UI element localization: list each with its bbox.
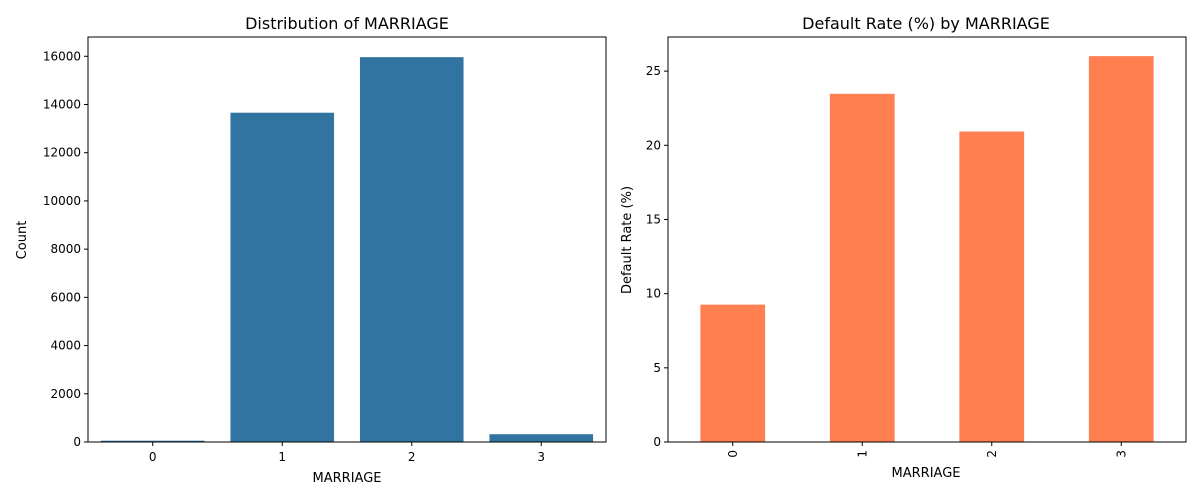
y-tick-label: 10 xyxy=(646,287,661,301)
chart-title: Distribution of MARRIAGE xyxy=(245,14,449,33)
x-tick-label: 1 xyxy=(855,450,869,458)
y-tick-label: 16000 xyxy=(43,49,81,63)
x-axis-label: MARRIAGE xyxy=(313,471,382,486)
chart-title: Default Rate (%) by MARRIAGE xyxy=(802,14,1050,33)
bar xyxy=(489,434,594,442)
bar xyxy=(959,131,1025,442)
y-tick-label: 4000 xyxy=(50,339,81,353)
y-tick-label: 6000 xyxy=(50,290,81,304)
x-tick-label: 0 xyxy=(726,450,740,458)
y-axis-label: Count xyxy=(15,221,30,260)
bar xyxy=(829,93,895,443)
x-tick-label: 2 xyxy=(408,450,416,464)
default-rate-chart: Default Rate (%) by MARRIAGE 0510152025 … xyxy=(620,14,1187,481)
y-tick-label: 12000 xyxy=(43,146,81,160)
y-tick-label: 10000 xyxy=(43,194,81,208)
y-tick-label: 0 xyxy=(653,435,661,449)
y-tick-label: 25 xyxy=(646,64,661,78)
x-tick-label: 1 xyxy=(278,450,286,464)
bar xyxy=(1088,56,1154,443)
x-tick-label: 0 xyxy=(149,450,157,464)
bar xyxy=(700,304,766,442)
x-axis-label: MARRIAGE xyxy=(892,466,961,481)
plot-frame xyxy=(667,36,1187,443)
y-ticks: 0 2000 4000 6000 8000 10000 12000 14000 16000 xyxy=(43,49,88,449)
y-ticks: 0 5 10 15 20 25 xyxy=(646,64,668,449)
bars xyxy=(700,56,1154,443)
x-tick-label: 3 xyxy=(1114,450,1128,458)
y-tick-label: 20 xyxy=(646,138,661,152)
y-tick-label: 15 xyxy=(646,212,661,226)
y-axis-label: Default Rate (%) xyxy=(620,186,635,294)
x-tick-label: 3 xyxy=(537,450,545,464)
bar xyxy=(230,112,335,443)
x-ticks: 0 1 2 3 xyxy=(726,442,1128,458)
y-tick-label: 5 xyxy=(653,361,661,375)
y-tick-label: 14000 xyxy=(43,98,81,112)
bar xyxy=(100,440,205,442)
plot-frame xyxy=(87,36,607,443)
bars xyxy=(100,57,594,443)
y-tick-label: 0 xyxy=(73,435,81,449)
count-chart: Distribution of MARRIAGE 0 2000 4000 6000 80… xyxy=(15,14,607,486)
x-ticks: 0 1 2 3 xyxy=(149,442,545,464)
y-tick-label: 8000 xyxy=(50,242,81,256)
y-tick-label: 2000 xyxy=(50,387,81,401)
x-tick-label: 2 xyxy=(985,450,999,458)
bar xyxy=(359,57,464,443)
